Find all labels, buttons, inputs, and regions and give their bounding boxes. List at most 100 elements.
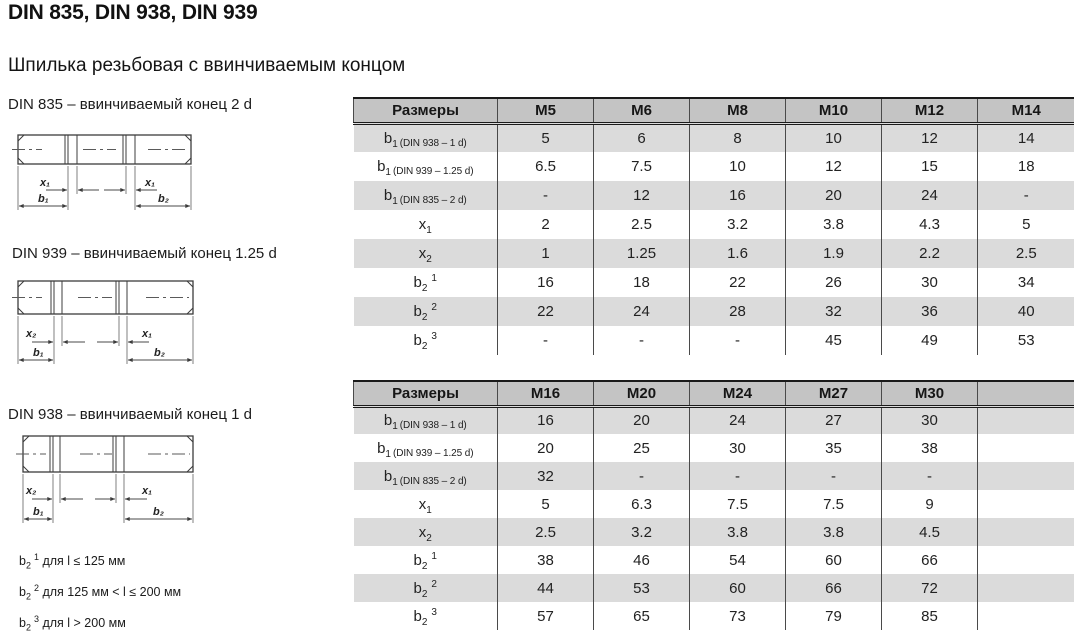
header-size-M10: M10: [785, 97, 882, 125]
dimension-lines: [22, 474, 194, 523]
value-cell: [977, 462, 1074, 490]
footnote-b2-2: b22 для 125 мм < l ≤ 200 мм: [19, 582, 182, 602]
value-cell: 73: [689, 602, 786, 630]
value-cell: 38: [881, 434, 978, 462]
value-cell: [977, 574, 1074, 602]
value-cell: 5: [977, 210, 1074, 239]
value-cell: 16: [497, 268, 594, 297]
value-cell: 22: [689, 268, 786, 297]
value-cell: 25: [593, 434, 690, 462]
value-cell: 4.3: [881, 210, 978, 239]
table-row: b1 (DIN 835 – 2 d) -12 16 20 24-: [353, 181, 1074, 210]
value-cell: -: [785, 462, 882, 490]
value-cell: 12: [785, 152, 882, 181]
value-cell: 30: [689, 434, 786, 462]
value-cell: 14: [977, 123, 1074, 152]
value-cell: 30: [881, 268, 978, 297]
row-label: x2: [418, 523, 432, 544]
row-label: b1 (DIN 939 – 1.25 d): [377, 439, 474, 460]
header-size-M8: M8: [689, 97, 786, 125]
value-cell: 12: [881, 123, 978, 152]
header-sizes: Размеры: [353, 380, 498, 408]
value-cell: 79: [785, 602, 882, 630]
value-cell: 2: [497, 210, 594, 239]
value-cell: 35: [785, 434, 882, 462]
value-cell: 32: [785, 297, 882, 326]
dim-label-x-right: x₁: [144, 177, 155, 189]
value-cell: [977, 434, 1074, 462]
value-cell: 53: [593, 574, 690, 602]
header-size-M20: M20: [593, 380, 690, 408]
value-cell: 72: [881, 574, 978, 602]
value-cell: 60: [689, 574, 786, 602]
row-label: b21: [413, 273, 437, 294]
value-cell: 8: [689, 123, 786, 152]
drawing-din938: x₂ x₁ b₁ b₂: [16, 435, 194, 523]
value-cell: [977, 546, 1074, 574]
dim-label-x-left: x₂: [25, 485, 36, 497]
drawing-caption-din835: DIN 835 – ввинчиваемый конец 2 d: [8, 96, 252, 113]
value-cell: 4.5: [881, 518, 978, 546]
dimension-lines: [17, 166, 192, 210]
header-size-M16: M16: [497, 380, 594, 408]
value-cell: 1.25: [593, 239, 690, 268]
value-cell: 66: [785, 574, 882, 602]
value-cell: -: [977, 181, 1074, 210]
table-row: b23- - -45 49 53: [354, 326, 1074, 355]
value-cell: 65: [593, 602, 690, 630]
value-cell: 24: [689, 406, 786, 434]
value-cell: 9: [881, 490, 978, 518]
table-row: b1 (DIN 835 – 2 d) 32- - - -: [353, 462, 1074, 490]
value-cell: 66: [881, 546, 978, 574]
dim-label-x-right: x₁: [141, 328, 152, 340]
value-cell: 3.2: [689, 210, 786, 239]
dim-label-b-right: b₂: [154, 347, 165, 359]
table-row: x2 2.5 3.2 3.8 3.8 4.5: [353, 518, 1074, 546]
value-cell: 44: [497, 574, 594, 602]
value-cell: 3.8: [689, 518, 786, 546]
value-cell: 7.5: [689, 490, 786, 518]
value-cell: 10: [785, 123, 882, 152]
row-label: b21: [413, 550, 437, 572]
value-cell: -: [689, 326, 786, 355]
value-cell: -: [881, 462, 978, 490]
header-size-M24: M24: [689, 380, 786, 408]
table-row: b21 38 46 54 60 66: [354, 546, 1074, 574]
value-cell: 24: [881, 181, 978, 210]
row-label: b1 (DIN 938 – 1 d): [383, 412, 467, 433]
value-cell: 57: [497, 602, 594, 630]
value-cell: 5: [497, 123, 594, 152]
value-cell: 22: [497, 297, 594, 326]
value-cell: 85: [881, 602, 978, 630]
row-label: x2: [418, 245, 432, 265]
value-cell: 1: [497, 239, 594, 268]
row-label: b1 (DIN 835 – 2 d): [383, 187, 467, 207]
value-cell: 36: [881, 297, 978, 326]
row-label: x1: [418, 216, 432, 236]
value-cell: 26: [785, 268, 882, 297]
table-row: b22 44 53 60 66 72: [353, 574, 1074, 602]
value-cell: 46: [593, 546, 690, 574]
value-cell: 28: [689, 297, 786, 326]
value-cell: 16: [497, 406, 594, 434]
value-cell: 54: [689, 546, 786, 574]
dim-label-x-left: x₁: [39, 177, 50, 189]
row-label: b1 (DIN 939 – 1.25 d): [377, 158, 474, 178]
header-empty: [977, 380, 1074, 408]
value-cell: 3.8: [785, 518, 882, 546]
value-cell: 45: [785, 326, 882, 355]
value-cell: 2.5: [593, 210, 690, 239]
footnote-b2-3: b23 для l > 200 мм: [19, 613, 126, 633]
value-cell: 2.2: [881, 239, 978, 268]
row-label: b23: [413, 331, 437, 352]
value-cell: 49: [881, 326, 978, 355]
value-cell: [977, 602, 1074, 630]
value-cell: -: [593, 326, 690, 355]
dim-label-b-right: b₂: [158, 193, 169, 205]
dim-label-b-left: b₁: [38, 193, 49, 205]
dimension-lines: [17, 316, 194, 364]
value-cell: 18: [977, 152, 1074, 181]
footnote-b2-1: b21 для l ≤ 125 мм: [19, 551, 126, 571]
value-cell: [977, 490, 1074, 518]
table-row: b23 57 65 73 79 85: [354, 602, 1074, 630]
